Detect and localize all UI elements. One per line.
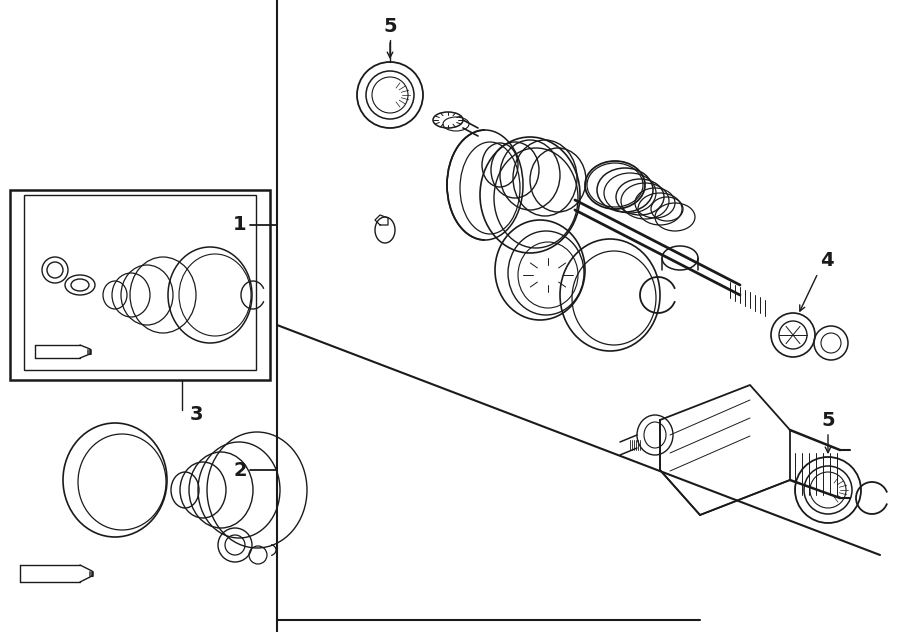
Text: 3: 3 — [189, 406, 202, 425]
Text: 5: 5 — [821, 411, 835, 430]
Text: 5: 5 — [383, 18, 397, 37]
Text: 1: 1 — [233, 216, 247, 234]
Bar — [24, 195, 256, 370]
Text: 4: 4 — [820, 250, 833, 269]
Text: 2: 2 — [233, 461, 247, 480]
Bar — [10, 190, 270, 380]
